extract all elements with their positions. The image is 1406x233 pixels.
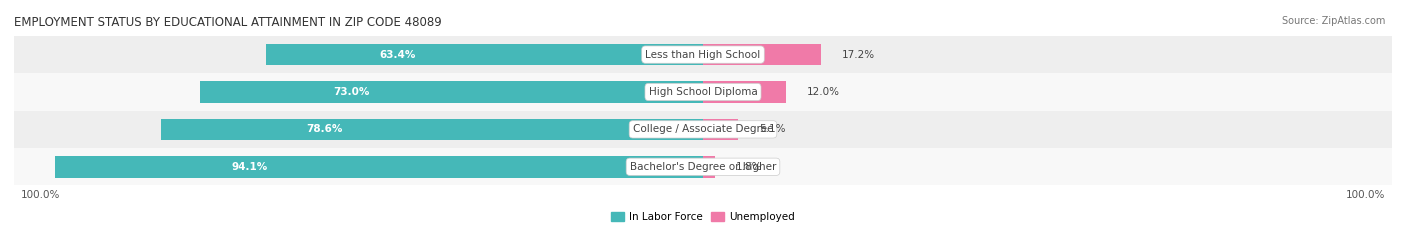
Text: High School Diploma: High School Diploma — [648, 87, 758, 97]
Bar — [703, 44, 821, 65]
Bar — [703, 156, 716, 178]
Text: Bachelor's Degree or higher: Bachelor's Degree or higher — [630, 162, 776, 172]
Text: Less than High School: Less than High School — [645, 50, 761, 60]
Text: 5.1%: 5.1% — [759, 124, 786, 134]
Text: 1.8%: 1.8% — [737, 162, 762, 172]
Bar — [55, 156, 703, 178]
Bar — [14, 148, 1392, 185]
Text: 63.4%: 63.4% — [380, 50, 415, 60]
Text: 100.0%: 100.0% — [21, 190, 60, 200]
Bar — [14, 73, 1392, 111]
Bar — [14, 36, 1392, 73]
Bar — [162, 119, 703, 140]
Text: 94.1%: 94.1% — [231, 162, 267, 172]
Text: Source: ZipAtlas.com: Source: ZipAtlas.com — [1281, 16, 1385, 26]
Bar — [14, 111, 1392, 148]
Text: 78.6%: 78.6% — [305, 124, 342, 134]
Text: 17.2%: 17.2% — [842, 50, 876, 60]
Text: College / Associate Degree: College / Associate Degree — [633, 124, 773, 134]
Bar — [200, 81, 703, 103]
Bar — [703, 119, 738, 140]
Text: 12.0%: 12.0% — [807, 87, 839, 97]
Legend: In Labor Force, Unemployed: In Labor Force, Unemployed — [607, 208, 799, 226]
Bar — [266, 44, 703, 65]
Text: 100.0%: 100.0% — [1346, 190, 1385, 200]
Text: 73.0%: 73.0% — [333, 87, 370, 97]
Bar — [703, 81, 786, 103]
Text: EMPLOYMENT STATUS BY EDUCATIONAL ATTAINMENT IN ZIP CODE 48089: EMPLOYMENT STATUS BY EDUCATIONAL ATTAINM… — [14, 16, 441, 29]
